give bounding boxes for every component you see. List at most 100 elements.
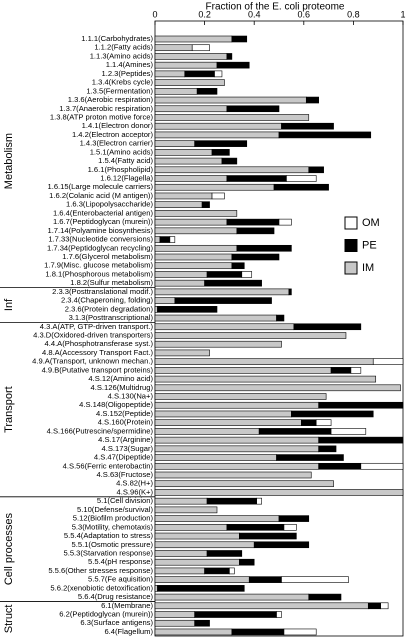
- bar-segment: [283, 524, 297, 531]
- bar-segment: [154, 602, 369, 610]
- category-label: 6.3(Surface antigens): [80, 618, 153, 627]
- x-tick-label: 0.2: [198, 9, 211, 19]
- bar-segment: [154, 157, 223, 165]
- bar-segment: [154, 628, 233, 636]
- category-label: 5.1(Cell division): [97, 496, 154, 505]
- bar-segment: [154, 454, 277, 461]
- category-label: 6.4(Flagellum): [104, 627, 153, 636]
- chart-title: Fraction of the E. coli proteome: [206, 2, 345, 13]
- bar-segment: [330, 428, 367, 435]
- category-label: 1.1.4(Amines): [106, 60, 154, 69]
- bar-segment: [206, 271, 243, 278]
- bar-segment: [154, 358, 374, 365]
- bar-segment: [256, 497, 262, 505]
- group-label: Inf: [3, 298, 15, 311]
- bar-segment: [154, 550, 208, 557]
- category-label: 2.3.4(Chaperoning, folding): [61, 296, 154, 305]
- bar-segment: [154, 166, 310, 174]
- category-label: 4.9.B(Putative transport proteins): [42, 365, 154, 374]
- bar-segment: [367, 602, 381, 610]
- group-label: Struct: [3, 605, 15, 634]
- category-label: 1.2.3(Peptides): [102, 69, 154, 78]
- legend-swatch: [344, 216, 358, 230]
- bar-segment: [258, 428, 332, 435]
- bar-segment: [154, 244, 238, 252]
- category-label: 4.S.126(Multidrug): [91, 383, 154, 392]
- bar-segment: [154, 279, 205, 287]
- legend-label: PE: [362, 239, 377, 251]
- bar-segment: [154, 611, 195, 618]
- category-label: 1.7.14(Polyamine biosynthesis): [47, 226, 153, 235]
- category-label: 1.3.5(Fermentation): [86, 86, 153, 95]
- category-label: 4.S.166(Putrescine/spermidine): [47, 426, 154, 435]
- category-label: 1.6.3(Lipopolysaccharide): [66, 200, 153, 209]
- bar-segment: [154, 227, 238, 235]
- bar-segment: [276, 454, 344, 461]
- bar-segment: [154, 149, 213, 156]
- legend-swatch: [344, 261, 358, 275]
- bar-segment: [204, 567, 230, 575]
- bar-segment: [154, 367, 332, 374]
- bar-segment: [154, 192, 213, 200]
- bar-segment: [154, 183, 275, 191]
- bar-segment: [154, 297, 176, 304]
- bar-segment: [231, 253, 280, 261]
- bar-segment: [318, 401, 404, 409]
- category-label: 4.S.47(Dipeptide): [94, 453, 154, 462]
- bar-segment: [154, 349, 210, 357]
- category-label: 5.6.4(Drug resistance): [78, 592, 154, 601]
- bar-segment: [154, 419, 302, 426]
- bar-segment: [330, 367, 352, 374]
- bar-segment: [278, 131, 372, 139]
- bar-segment: [154, 332, 347, 339]
- category-label: 4.S.56(Ferric enterobactin): [63, 461, 154, 470]
- bar-segment: [154, 462, 319, 470]
- bar-segment: [154, 497, 208, 505]
- bar-segment: [154, 619, 195, 627]
- bar-segment: [154, 306, 158, 313]
- bar-segment: [154, 515, 280, 522]
- bar-segment: [241, 271, 253, 278]
- bar-segment: [286, 175, 317, 182]
- category-label: 1.5.4(Fatty acid): [98, 156, 153, 165]
- category-label: 1.3.8(ATP proton motive force): [50, 112, 154, 121]
- bar-segment: [350, 367, 362, 374]
- bar-segment: [154, 410, 292, 418]
- category-label: 5.5.3(Starvation response): [64, 548, 154, 557]
- category-label: 4.S.160(Protein): [98, 418, 154, 427]
- bar-segment: [211, 149, 230, 156]
- bar-segment: [154, 585, 158, 592]
- bar-segment: [159, 236, 171, 243]
- bar-segment: [236, 227, 275, 235]
- category-label: 2.3.6(Protein degradation): [65, 304, 154, 313]
- x-tick-label: 0.6: [298, 9, 311, 19]
- bar-segment: [293, 323, 362, 331]
- bar-segment: [276, 314, 285, 322]
- bar-segment: [291, 410, 374, 418]
- category-label: 5.5.4(pH response): [88, 557, 153, 566]
- category-label: 4.3.D(Oxidored-driven transporters): [33, 330, 153, 339]
- bar-segment: [226, 524, 285, 531]
- bar-segment: [360, 462, 404, 470]
- x-tick-label: 1: [400, 9, 405, 19]
- bar-segment: [154, 393, 327, 400]
- bar-segment: [206, 497, 257, 505]
- bar-segment: [281, 576, 349, 583]
- bar-segment: [154, 236, 161, 243]
- bar-segment: [154, 61, 218, 69]
- bar-segment: [278, 218, 292, 226]
- bar-segment: [308, 166, 324, 174]
- bar-segment: [239, 558, 255, 566]
- bar-segment: [305, 96, 319, 104]
- bar-segment: [154, 218, 228, 226]
- bar-segment: [191, 44, 210, 52]
- category-label: 1.7.6(Glycerol metabolism): [62, 252, 153, 261]
- group-label: Metabolism: [3, 133, 15, 189]
- category-label: 1.4.1(Electron donor): [82, 121, 154, 130]
- bar-segment: [154, 506, 218, 514]
- bar-segment: [184, 70, 215, 78]
- x-tick-label: 0.8: [347, 9, 360, 19]
- category-label: 1.4.2(Electron acceptor): [72, 130, 154, 139]
- bar-segment: [201, 201, 210, 208]
